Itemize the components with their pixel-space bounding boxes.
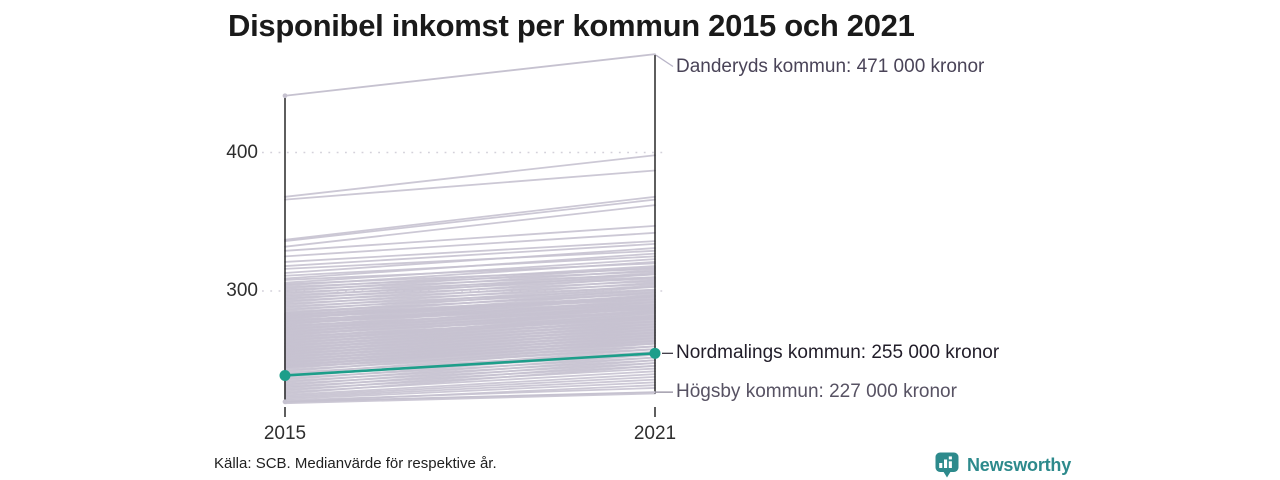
background-line [284,339,656,360]
newsworthy-logo: Newsworthy [935,452,1071,478]
background-line [284,298,656,316]
background-line [284,291,656,315]
background-line [284,308,656,327]
background-line [284,378,656,399]
background-line [284,353,656,384]
background-line [284,337,656,357]
background-line [284,305,656,324]
background-line [284,154,656,198]
background-line [284,320,656,341]
background-line [284,281,656,309]
background-line [284,356,656,387]
background-line [284,345,656,376]
x-axis-label-2021: 2021 [633,423,677,444]
highlight-dot [649,347,661,359]
background-line [284,195,656,241]
callout-connector [655,54,674,68]
background-line [284,362,656,392]
background-line [284,359,656,389]
background-line [284,272,656,298]
background-line [284,225,656,252]
x-axis-label-2015: 2015 [263,423,307,444]
background-line [284,284,656,312]
background-line [284,258,656,284]
background-line [284,331,656,352]
background-line [284,252,656,280]
background-line [284,328,656,349]
series-line-0 [284,53,656,97]
background-line [284,310,656,330]
background-line [284,301,656,319]
background-line [284,303,656,321]
background-line [284,364,656,395]
background-line [284,243,656,267]
background-line [284,342,656,363]
background-line [284,348,656,369]
background-line [284,269,656,295]
background-line [284,231,656,258]
y-axis-tick-300: 300 [226,280,258,301]
series-end-dot [282,93,288,99]
newsworthy-wordmark: Newsworthy [967,454,1072,475]
newsworthy-icon [935,452,959,478]
background-line [284,198,656,243]
callout-danderyd: Danderyds kommun: 471 000 kronor [676,55,985,77]
background-line [284,261,656,287]
background-line [284,279,656,306]
background-line [284,323,656,344]
background-line [284,317,656,338]
background-line [284,315,656,335]
series-end-dot [282,399,288,405]
chart-title: Disponibel inkomst per kommun 2015 och 2… [228,8,915,43]
background-line [284,169,656,201]
source-note: Källa: SCB. Medianvärde för respektive å… [214,455,497,472]
background-line [284,384,656,403]
callout-hogsby: Högsby kommun: 227 000 kronor [676,381,957,403]
series-line-1 [283,352,657,377]
background-line [284,373,656,396]
background-line [284,204,656,248]
background-line [284,285,656,315]
background-line [284,381,656,400]
background-line [284,247,656,274]
background-line [284,266,656,292]
background-line [284,273,656,301]
background-line [284,326,656,346]
callout-nordmaling: Nordmalings kommun: 255 000 kronor [676,342,1000,364]
background-line [284,240,656,263]
y-axis-tick-400: 400 [226,141,258,163]
background-line [284,392,656,405]
background-line [284,276,656,303]
background-line [284,345,656,366]
background-line [284,265,656,290]
background-line [284,375,656,398]
highlight-dot [279,369,291,381]
background-line [284,312,656,333]
background-line [284,334,656,355]
series-line-2 [284,391,656,403]
